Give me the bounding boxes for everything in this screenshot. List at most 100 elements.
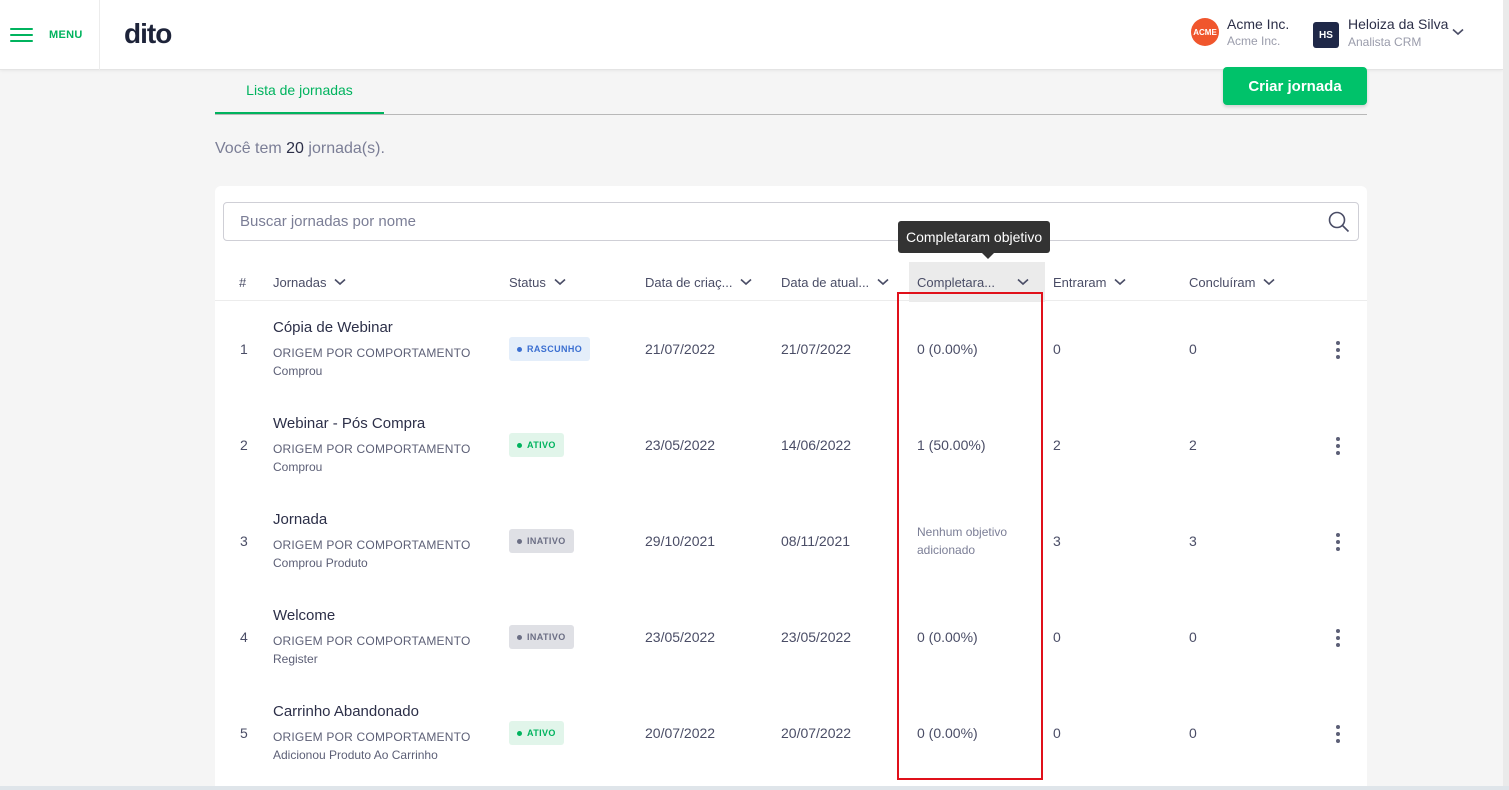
user-name: Heloiza da Silva bbox=[1348, 16, 1449, 32]
row-number: 3 bbox=[240, 533, 248, 549]
completed-objective: Nenhum objetivo adicionado bbox=[917, 525, 1008, 557]
completed-objective: 0 (0.00%) bbox=[917, 341, 978, 357]
column-header-updated[interactable]: Data de atual... bbox=[781, 262, 889, 302]
column-header-completed[interactable]: Completara... bbox=[909, 262, 1045, 302]
journey-origin: ORIGEM POR COMPORTAMENTO bbox=[273, 442, 471, 456]
concluded-count: 0 bbox=[1189, 725, 1197, 741]
created-date: 21/07/2022 bbox=[645, 341, 716, 357]
created-date: 23/05/2022 bbox=[645, 629, 716, 645]
journey-title[interactable]: Carrinho Abandonado bbox=[273, 703, 419, 720]
completed-objective: 1 (50.00%) bbox=[917, 437, 986, 453]
journeys-card: # Jornadas Status Data de criaç... Data … bbox=[215, 186, 1367, 790]
column-header-status[interactable]: Status bbox=[509, 262, 566, 302]
chevron-down-icon bbox=[334, 278, 347, 286]
avatar: HS bbox=[1313, 22, 1339, 48]
journey-title[interactable]: Webinar - Pós Compra bbox=[273, 415, 426, 432]
updated-date: 23/05/2022 bbox=[781, 629, 852, 645]
status-badge: ATIVO bbox=[509, 721, 564, 745]
status-badge: ATIVO bbox=[509, 433, 564, 457]
row-number: 5 bbox=[240, 725, 248, 741]
column-header-number: # bbox=[239, 274, 247, 290]
column-header-concluded[interactable]: Concluíram bbox=[1189, 262, 1276, 302]
entered-count: 0 bbox=[1053, 629, 1061, 645]
journey-title[interactable]: Cópia de Webinar bbox=[273, 319, 393, 336]
status-badge: INATIVO bbox=[509, 529, 574, 553]
search-input[interactable] bbox=[224, 203, 1304, 240]
column-header-entered[interactable]: Entraram bbox=[1053, 262, 1127, 302]
org-selector[interactable]: ACME Acme Inc. Acme Inc. bbox=[1191, 16, 1289, 48]
table-row[interactable]: 5 Carrinho Abandonado ORIGEM POR COMPORT… bbox=[215, 685, 1367, 781]
row-number: 1 bbox=[240, 341, 248, 357]
entered-count: 3 bbox=[1053, 533, 1061, 549]
user-role: Analista CRM bbox=[1348, 35, 1422, 49]
more-options-icon[interactable] bbox=[1333, 341, 1343, 359]
created-date: 29/10/2021 bbox=[645, 533, 716, 549]
create-journey-button[interactable]: Criar jornada bbox=[1223, 67, 1367, 105]
entered-count: 0 bbox=[1053, 725, 1061, 741]
column-header-jornadas[interactable]: Jornadas bbox=[273, 262, 347, 302]
journey-origin: ORIGEM POR COMPORTAMENTO bbox=[273, 730, 471, 744]
journey-name-cell: Welcome ORIGEM POR COMPORTAMENTO Registe… bbox=[273, 607, 470, 666]
journey-name-cell: Webinar - Pós Compra ORIGEM POR COMPORTA… bbox=[273, 415, 470, 474]
more-options-icon[interactable] bbox=[1333, 629, 1343, 647]
completed-objective: 0 (0.00%) bbox=[917, 629, 978, 645]
search-icon[interactable] bbox=[1328, 211, 1350, 233]
entered-count: 2 bbox=[1053, 437, 1061, 453]
updated-date: 14/06/2022 bbox=[781, 437, 852, 453]
journey-origin: ORIGEM POR COMPORTAMENTO bbox=[273, 634, 471, 648]
concluded-count: 0 bbox=[1189, 629, 1197, 645]
table-row[interactable]: 1 Cópia de Webinar ORIGEM POR COMPORTAME… bbox=[215, 301, 1367, 397]
tab-lista-de-jornadas[interactable]: Lista de jornadas bbox=[215, 82, 384, 115]
journey-origin: ORIGEM POR COMPORTAMENTO bbox=[273, 538, 471, 552]
journey-name-cell: Cópia de Webinar ORIGEM POR COMPORTAMENT… bbox=[273, 319, 470, 378]
journey-title[interactable]: Welcome bbox=[273, 607, 336, 624]
chevron-down-icon bbox=[554, 278, 566, 286]
table-row[interactable]: 4 Welcome ORIGEM POR COMPORTAMENTO Regis… bbox=[215, 589, 1367, 685]
table-row[interactable]: 3 Jornada ORIGEM POR COMPORTAMENTO Compr… bbox=[215, 493, 1367, 589]
journey-trigger: Adicionou Produto Ao Carrinho bbox=[273, 748, 438, 762]
concluded-count: 2 bbox=[1189, 437, 1197, 453]
updated-date: 20/07/2022 bbox=[781, 725, 852, 741]
chevron-down-icon bbox=[877, 278, 889, 286]
journey-title[interactable]: Jornada bbox=[273, 511, 328, 528]
row-number: 4 bbox=[240, 629, 248, 645]
menu-button[interactable]: MENU bbox=[0, 0, 100, 70]
count-value: 20 bbox=[286, 140, 304, 157]
dito-logo[interactable]: dito bbox=[124, 18, 172, 49]
menu-label: MENU bbox=[49, 29, 83, 41]
tab-divider bbox=[215, 114, 1367, 115]
chevron-down-icon bbox=[740, 278, 752, 286]
more-options-icon[interactable] bbox=[1333, 437, 1343, 455]
top-bar: MENU dito ACME Acme Inc. Acme Inc. HS He… bbox=[0, 0, 1503, 70]
journey-name-cell: Carrinho Abandonado ORIGEM POR COMPORTAM… bbox=[273, 703, 470, 762]
scrollbar[interactable] bbox=[1503, 0, 1509, 790]
table-row[interactable]: 2 Webinar - Pós Compra ORIGEM POR COMPOR… bbox=[215, 397, 1367, 493]
chevron-down-icon bbox=[1263, 278, 1276, 286]
journey-trigger: Register bbox=[273, 652, 318, 666]
more-options-icon[interactable] bbox=[1333, 725, 1343, 743]
created-date: 20/07/2022 bbox=[645, 725, 716, 741]
tooltip: Completaram objetivo bbox=[898, 221, 1051, 259]
updated-date: 08/11/2021 bbox=[781, 533, 851, 549]
chevron-down-icon bbox=[1017, 278, 1029, 286]
created-date: 23/05/2022 bbox=[645, 437, 716, 453]
journey-trigger: Comprou Produto bbox=[273, 556, 368, 570]
concluded-count: 3 bbox=[1189, 533, 1197, 549]
org-subtitle: Acme Inc. bbox=[1227, 34, 1281, 48]
journey-trigger: Comprou bbox=[273, 460, 323, 474]
row-number: 2 bbox=[240, 437, 248, 453]
chevron-down-icon[interactable] bbox=[1452, 28, 1464, 36]
entered-count: 0 bbox=[1053, 341, 1061, 357]
count-suffix: jornada(s). bbox=[308, 140, 385, 157]
chevron-down-icon bbox=[1114, 278, 1127, 286]
journey-name-cell: Jornada ORIGEM POR COMPORTAMENTO Comprou… bbox=[273, 511, 470, 570]
journey-trigger: Comprou bbox=[273, 364, 323, 378]
completed-objective: 0 (0.00%) bbox=[917, 725, 978, 741]
org-name: Acme Inc. bbox=[1227, 16, 1290, 32]
updated-date: 21/07/2022 bbox=[781, 341, 852, 357]
column-header-created[interactable]: Data de criaç... bbox=[645, 262, 752, 302]
user-menu[interactable]: HS Heloiza da Silva Analista CRM bbox=[1313, 16, 1464, 49]
more-options-icon[interactable] bbox=[1333, 533, 1343, 551]
search-box bbox=[223, 202, 1359, 241]
acme-logo: ACME bbox=[1191, 18, 1219, 46]
